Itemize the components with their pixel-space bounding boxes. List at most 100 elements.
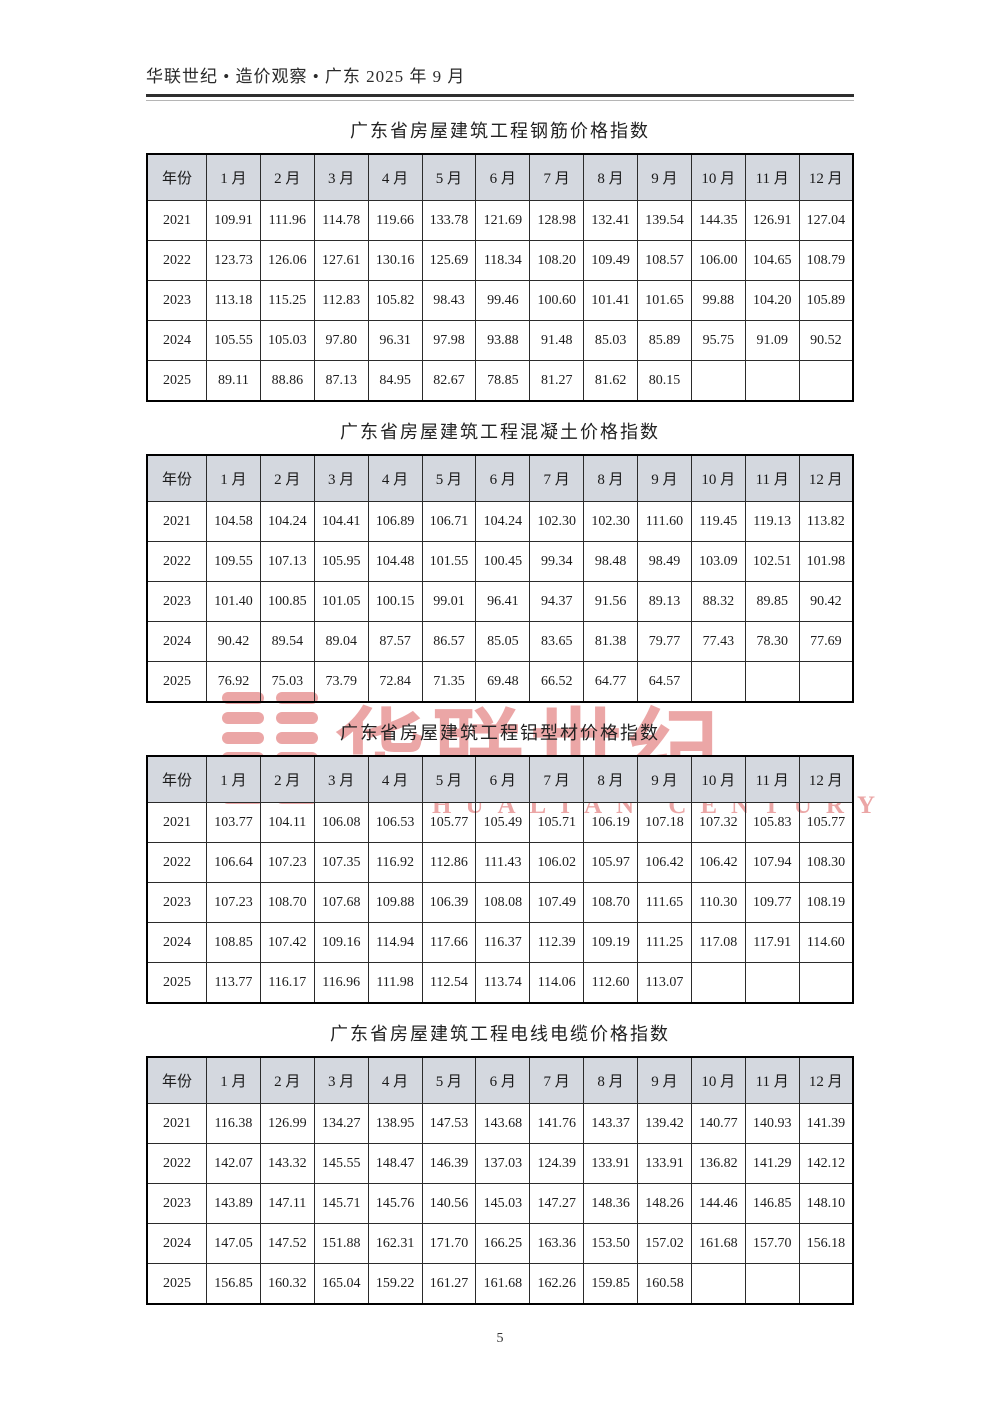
value-cell: 107.35 [313, 842, 369, 883]
value-cell: 117.91 [744, 922, 800, 963]
year-cell: 2021 [146, 501, 207, 542]
value-cell: 78.30 [744, 621, 800, 662]
month-column-header: 11 月 [744, 1056, 800, 1104]
value-cell: 85.05 [475, 621, 531, 662]
year-cell: 2021 [146, 1103, 207, 1144]
month-column-header: 12 月 [798, 153, 854, 201]
value-cell: 107.68 [313, 882, 369, 923]
month-column-header: 11 月 [744, 755, 800, 803]
value-cell: 126.99 [259, 1103, 315, 1144]
value-cell: 166.25 [475, 1223, 531, 1264]
value-cell: 104.11 [259, 802, 315, 843]
month-column-header: 12 月 [798, 755, 854, 803]
value-cell: 116.38 [206, 1103, 261, 1144]
value-cell: 100.15 [367, 581, 423, 622]
value-cell: 104.48 [367, 541, 423, 582]
value-cell: 105.71 [529, 802, 585, 843]
value-cell: 148.10 [798, 1183, 854, 1224]
year-cell: 2022 [146, 1143, 207, 1184]
value-cell: 143.32 [259, 1143, 315, 1184]
month-column-header: 7 月 [529, 1056, 585, 1104]
month-column-header: 6 月 [475, 153, 531, 201]
value-cell: 114.78 [313, 200, 369, 241]
value-cell: 94.37 [529, 581, 585, 622]
value-cell: 112.60 [583, 962, 638, 1004]
year-cell: 2023 [146, 581, 207, 622]
value-cell: 82.67 [421, 360, 477, 402]
value-cell: 71.35 [421, 661, 477, 703]
value-cell: 103.09 [690, 541, 746, 582]
value-cell: 144.46 [690, 1183, 746, 1224]
value-cell: 113.07 [637, 962, 692, 1004]
value-cell: 104.24 [259, 501, 315, 542]
section-title: 广东省房屋建筑工程电线电缆价格指数 [330, 1024, 670, 1044]
value-cell: 108.70 [259, 882, 315, 923]
month-column-header: 9 月 [637, 454, 692, 502]
table-row: 2023 107.23 108.70 107.68 109.88 106.39 108.08… [146, 882, 854, 923]
value-cell: 171.70 [421, 1223, 477, 1264]
value-cell: 156.85 [206, 1263, 261, 1305]
value-cell: 110.30 [690, 882, 746, 923]
value-cell: 126.06 [259, 240, 315, 281]
value-cell: 139.42 [637, 1103, 692, 1144]
month-column-header: 2 月 [259, 755, 315, 803]
value-cell [690, 360, 746, 402]
value-cell: 101.41 [583, 280, 638, 321]
value-cell: 64.77 [583, 661, 638, 703]
value-cell: 107.42 [259, 922, 315, 963]
month-column-header: 4 月 [367, 454, 423, 502]
value-cell: 90.52 [798, 320, 854, 361]
value-cell: 147.11 [259, 1183, 315, 1224]
value-cell: 133.78 [421, 200, 477, 241]
month-column-header: 1 月 [206, 755, 261, 803]
value-cell: 161.27 [421, 1263, 477, 1305]
page-number: 5 [496, 1331, 504, 1346]
value-cell: 111.65 [637, 882, 692, 923]
value-cell: 112.39 [529, 922, 585, 963]
value-cell: 87.57 [367, 621, 423, 662]
year-cell: 2024 [146, 320, 207, 361]
table-row: 2022 109.55 107.13 105.95 104.48 101.55 100.45… [146, 541, 854, 582]
value-cell: 99.46 [475, 280, 531, 321]
month-column-header: 6 月 [475, 1056, 531, 1104]
value-cell: 161.68 [690, 1223, 746, 1264]
value-cell: 107.32 [690, 802, 746, 843]
value-cell: 108.19 [798, 882, 854, 923]
section-title: 广东省房屋建筑工程铝型材价格指数 [340, 723, 660, 743]
table-row: 2022 123.73 126.06 127.61 130.16 125.69 118.34… [146, 240, 854, 281]
value-cell: 132.41 [583, 200, 638, 241]
value-cell: 93.88 [475, 320, 531, 361]
month-column-header: 7 月 [529, 755, 585, 803]
value-cell: 106.00 [690, 240, 746, 281]
table-row: 2025 76.92 75.03 73.79 72.84 71.35 69.48 66.52 6… [146, 661, 854, 703]
value-cell: 109.91 [206, 200, 261, 241]
value-cell: 123.73 [206, 240, 261, 281]
table-row: 2021 104.58 104.24 104.41 106.89 106.71 104.24… [146, 501, 854, 542]
value-cell: 165.04 [313, 1263, 369, 1305]
month-column-header: 2 月 [259, 1056, 315, 1104]
value-cell [798, 1263, 854, 1305]
value-cell: 145.71 [313, 1183, 369, 1224]
value-cell: 143.89 [206, 1183, 261, 1224]
value-cell: 145.55 [313, 1143, 369, 1184]
value-cell: 159.22 [367, 1263, 423, 1305]
value-cell: 101.65 [637, 280, 692, 321]
year-column-header: 年份 [146, 153, 207, 201]
year-cell: 2024 [146, 922, 207, 963]
month-column-header: 9 月 [637, 153, 692, 201]
value-cell [744, 1263, 800, 1305]
value-cell: 148.36 [583, 1183, 638, 1224]
month-column-header: 8 月 [583, 454, 638, 502]
value-cell: 139.54 [637, 200, 692, 241]
value-cell: 107.49 [529, 882, 585, 923]
value-cell: 73.79 [313, 661, 369, 703]
table-row: 2022 106.64 107.23 107.35 116.92 112.86 111.43… [146, 842, 854, 883]
value-cell: 112.54 [421, 962, 477, 1004]
value-cell: 147.53 [421, 1103, 477, 1144]
value-cell: 99.88 [690, 280, 746, 321]
value-cell: 91.48 [529, 320, 585, 361]
